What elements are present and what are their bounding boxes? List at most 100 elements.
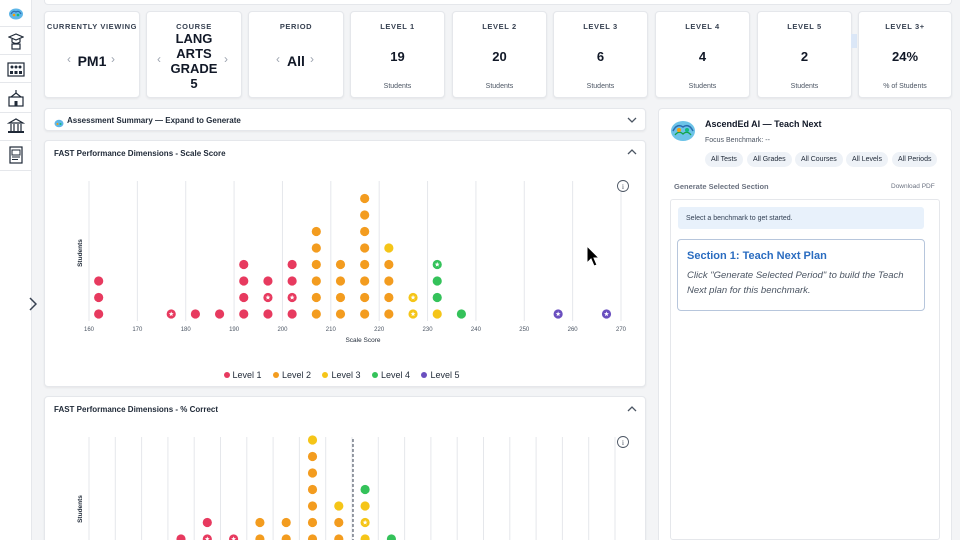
legend-dot	[223, 372, 230, 378]
data-point	[190, 309, 200, 319]
plan-title: Section 1: Teach Next Plan	[687, 250, 827, 262]
filter-chip-levels[interactable]: All Levels	[846, 152, 888, 167]
period-title: PERIOD	[279, 22, 313, 31]
legend-label: Level 1	[232, 370, 262, 380]
level-sub: Students	[586, 83, 615, 90]
sidebar-nav	[0, 0, 32, 540]
data-point	[307, 534, 318, 540]
level-2-card: LEVEL 2 20 Students	[452, 11, 547, 98]
course-value: LANG ARTS GRADE 5	[147, 31, 241, 91]
scale-score-legend: Level 1 Level 2 Level 3 Level 4 Level 5	[45, 365, 645, 383]
level-title: LEVEL 1	[380, 22, 415, 31]
data-point	[307, 468, 318, 478]
data-point	[94, 276, 104, 286]
x-tick-label: 240	[471, 327, 482, 333]
course-line: ARTS	[176, 46, 212, 61]
classroom-icon[interactable]	[4, 57, 28, 81]
report-icon[interactable]	[4, 143, 28, 167]
data-point	[456, 309, 466, 319]
percent-correct-chart: Students i	[77, 435, 629, 540]
prev-period-chevron-icon[interactable]: ‹	[276, 52, 280, 66]
data-point	[360, 292, 370, 303]
plan-body: Click "Generate Selected Period" to buil…	[687, 270, 904, 296]
star-marker	[604, 311, 609, 317]
assessment-summary-label: Assessment Summary — Expand to Generate	[67, 116, 241, 125]
star-marker	[231, 536, 237, 540]
info-icon-glyph: i	[622, 439, 624, 447]
chevron-down-icon[interactable]	[626, 114, 638, 126]
course-line: LANG	[175, 31, 213, 46]
scale-score-panel: FAST Performance Dimensions - Scale Scor…	[44, 140, 646, 387]
next-course-chevron-icon[interactable]: ›	[224, 52, 228, 66]
teach-next-plan-section[interactable]: Section 1: Teach Next Plan Click "Genera…	[677, 239, 925, 311]
x-tick-label: 170	[132, 327, 143, 333]
data-point	[287, 259, 297, 270]
data-point	[263, 309, 273, 319]
x-axis-label: Scale Score	[345, 337, 380, 344]
star-marker	[265, 294, 271, 300]
legend-label: Level 3	[331, 370, 361, 380]
level-percent: 24%	[891, 49, 919, 64]
expand-sidebar-chevron-icon[interactable]	[26, 294, 40, 314]
next-period-chevron-icon[interactable]: ›	[310, 52, 314, 66]
generate-section-button[interactable]: Generate Selected Section	[674, 182, 769, 191]
level-sub: Students	[688, 83, 717, 90]
scale-score-panel-title: FAST Performance Dimensions - Scale Scor…	[54, 149, 226, 158]
filter-chip-courses[interactable]: All Courses	[795, 152, 843, 167]
legend-label: Level 4	[380, 370, 410, 380]
next-viewing-chevron-icon[interactable]: ›	[111, 52, 115, 66]
data-point	[239, 309, 249, 319]
y-axis-label: Students	[77, 239, 84, 267]
level-sub: Students	[485, 83, 514, 90]
star-marker	[168, 311, 174, 317]
legend-item-level-1: Level 1	[223, 370, 262, 380]
info-icon	[617, 436, 629, 448]
level-4-card: LEVEL 4 4 Students	[655, 11, 750, 98]
data-point	[239, 276, 249, 286]
period-card: PERIOD ‹ All ›	[248, 11, 344, 98]
assessment-summary-panel[interactable]: Assessment Summary — Expand to Generate	[44, 108, 646, 131]
data-point	[214, 309, 225, 319]
star-marker	[434, 261, 440, 267]
star-marker	[555, 311, 561, 317]
legend-dot	[273, 372, 279, 378]
data-point	[432, 292, 442, 303]
level-count: 2	[800, 49, 809, 64]
level-title: LEVEL 5	[787, 22, 822, 31]
x-tick-label: 160	[84, 327, 95, 333]
chevron-up-icon[interactable]	[626, 146, 638, 158]
star-marker	[410, 311, 416, 317]
legend-item-level-4: Level 4	[371, 370, 410, 380]
filter-chip-grades[interactable]: All Grades	[747, 152, 792, 167]
percent-correct-panel-title: FAST Performance Dimensions - % Correct	[54, 405, 219, 414]
school-icon[interactable]	[4, 86, 28, 110]
data-point	[386, 534, 396, 540]
data-point	[263, 276, 273, 286]
district-icon[interactable]	[4, 114, 28, 138]
graduate-icon[interactable]	[4, 29, 28, 53]
data-point	[384, 292, 394, 303]
filter-chip-periods[interactable]: All Periods	[892, 152, 938, 167]
brain-icon	[54, 115, 64, 133]
filter-chip-tests[interactable]: All Tests	[705, 152, 743, 167]
legend-label: Level 2	[282, 370, 312, 380]
course-line: GRADE	[170, 61, 218, 76]
brain-logo-icon[interactable]	[4, 2, 28, 26]
x-tick-label: 180	[181, 327, 192, 333]
legend-item-level-2: Level 2	[273, 370, 311, 380]
prev-course-chevron-icon[interactable]: ‹	[157, 52, 161, 66]
percent-correct-panel: FAST Performance Dimensions - % Correct …	[44, 396, 646, 540]
level-title: LEVEL 3	[583, 22, 618, 31]
data-point	[202, 517, 212, 528]
download-pdf-button[interactable]: Download PDF	[891, 183, 935, 190]
data-point	[255, 534, 265, 540]
currently-viewing-value: PM1	[77, 53, 107, 69]
info-icon	[617, 180, 629, 192]
chevron-up-icon[interactable]	[626, 403, 638, 415]
scale-score-chart: 160 170 180 190 200 210 220 230 240 250 260 270 Scal…	[77, 180, 629, 344]
data-point	[334, 517, 344, 528]
level-sub: Students	[383, 83, 412, 90]
data-point	[307, 501, 318, 511]
x-tick-label: 200	[277, 327, 288, 333]
prev-viewing-chevron-icon[interactable]: ‹	[67, 52, 71, 66]
